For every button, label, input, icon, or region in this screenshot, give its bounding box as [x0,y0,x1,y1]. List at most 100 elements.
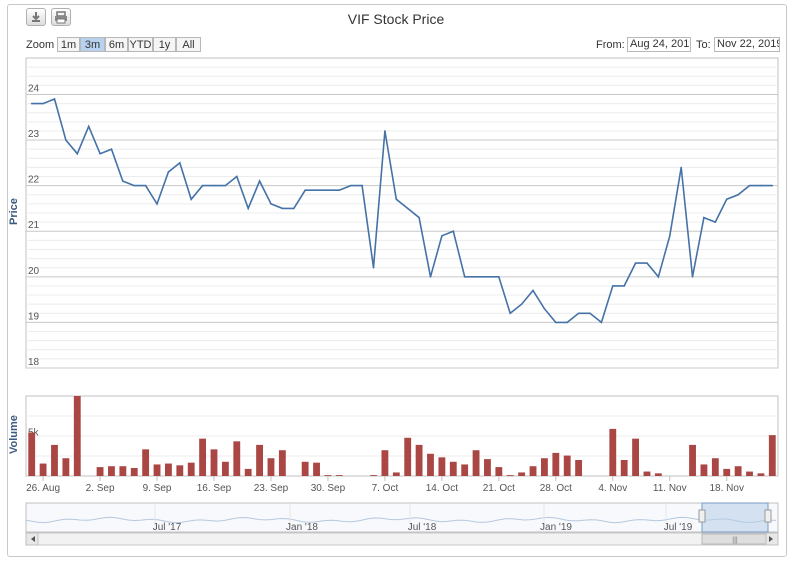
price-tick-label: 23 [28,129,40,140]
price-point [213,184,215,187]
price-tick-label: 19 [28,311,40,322]
volume-bar [552,452,560,476]
price-point [235,175,238,178]
volume-bar [723,468,731,476]
volume-bar [187,462,195,476]
price-point [247,207,249,210]
volume-bar [392,472,400,476]
price-point [53,98,56,100]
price-tick-label: 18 [28,357,40,368]
navigator-pane [25,502,779,533]
volume-bar [221,461,229,476]
volume-bar [643,471,651,476]
to-date-input[interactable]: Nov 22, 2019 [714,37,780,52]
x-tick-label: 28. Oct [540,483,572,494]
from-date-input[interactable]: Aug 24, 2019 [627,37,691,52]
price-point [691,276,694,278]
price-tick-label: 22 [28,175,40,186]
print-button[interactable] [51,8,71,26]
price-point [110,148,113,150]
x-tick-label: 2. Sep [86,483,115,494]
price-point [315,189,318,192]
price-point [725,198,728,201]
x-tick-label: 30. Sep [311,483,346,494]
price-tick-label: 24 [28,83,40,94]
zoom-6m-button[interactable]: 6m [105,37,128,52]
price-point [771,184,774,187]
x-tick-label: 9. Sep [143,483,172,494]
price-axis-label: Price [8,198,20,225]
volume-bar [438,457,446,476]
volume-bar [256,444,263,476]
volume-bar [267,458,275,476]
navigator-label: Jul '18 [408,522,437,533]
volume-bar [541,458,548,476]
volume-bar [324,475,332,476]
volume-axis-label: Volume [8,415,20,454]
price-point [646,262,648,264]
price-point [372,266,375,269]
volume-bar [415,444,423,476]
volume-bar [506,475,514,476]
x-tick-label: 18. Nov [709,483,743,494]
zoom-1y-button[interactable]: 1y [153,37,176,52]
price-point [577,312,580,315]
navigator-label: Jul '17 [153,522,182,533]
volume-bar [51,444,58,476]
download-button[interactable] [26,8,46,26]
price-point [657,276,660,278]
volume-bar [563,455,571,476]
price-point [509,312,512,315]
price-point [395,198,398,201]
price-point [429,276,432,278]
price-point [384,130,386,132]
scroll-right-arrow-icon [769,536,773,542]
volume-bar [654,473,662,476]
price-point [224,184,227,187]
zoom-1m-button[interactable]: 1m [57,37,80,52]
download-icon [32,12,40,22]
x-tick-label: 26. Aug [26,483,60,494]
volume-bar [210,449,218,476]
volume-bar [301,461,309,476]
navigator-label: Jul '19 [664,522,693,533]
price-point [133,184,136,187]
x-tick-label: 4. Nov [598,483,627,494]
volume-bar [529,466,537,476]
price-point [327,189,329,192]
volume-bar [313,462,320,476]
price-point [623,285,625,287]
price-point [42,102,44,105]
price-point [87,125,90,128]
zoom-all-button[interactable]: All [176,37,201,52]
price-point [703,216,705,219]
price-point [338,189,341,192]
x-tick-label: 14. Oct [426,483,458,494]
x-tick-label: 23. Sep [254,483,289,494]
price-point [463,276,466,278]
navigator-label: Jan '19 [540,522,572,533]
x-tick-label: 7. Oct [372,483,399,494]
volume-bar [734,466,742,476]
price-point [748,184,751,187]
volume-bar [381,450,389,476]
price-point [555,321,557,324]
price-point [190,198,193,201]
price-point [65,139,67,141]
zoom-3m-button[interactable]: 3m [80,37,105,52]
volume-bar [108,466,115,476]
price-point [680,166,682,169]
price-point [737,193,739,196]
zoom-ytd-button[interactable]: YTD [128,37,153,52]
price-point [167,171,170,173]
price-tick-label: 21 [28,220,40,231]
x-tick-label: 11. Nov [653,483,687,494]
volume-bar [472,450,480,476]
price-point [498,276,500,278]
price-point [30,102,33,105]
price-point [634,262,637,264]
price-point [452,230,455,233]
to-label: To: [696,39,711,51]
volume-bar [461,464,469,476]
